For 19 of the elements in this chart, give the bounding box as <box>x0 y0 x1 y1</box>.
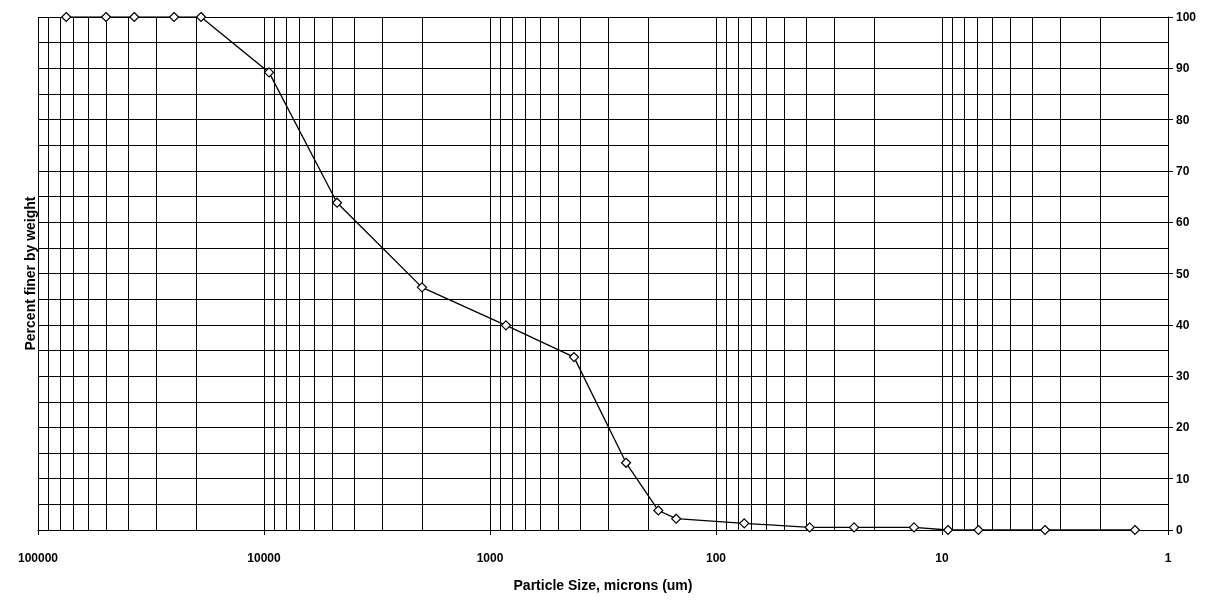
y-tick-label: 60 <box>1176 215 1190 230</box>
y-tick-label: 40 <box>1176 317 1190 332</box>
x-tick-label: 10000 <box>247 551 282 565</box>
y-tick-label: 90 <box>1176 61 1190 76</box>
y-tick-label: 50 <box>1176 266 1190 281</box>
y-tick-label: 100 <box>1176 10 1197 24</box>
y-tick-label: 20 <box>1176 420 1190 435</box>
x-tick-label: 100000 <box>17 551 59 565</box>
y-tick-label: 30 <box>1176 369 1190 384</box>
y-axis-title: Percent finer by weight <box>22 196 38 351</box>
y-tick-label: 0 <box>1176 523 1183 537</box>
x-tick-label: 100 <box>705 551 727 565</box>
x-tick-label: 10 <box>935 551 949 565</box>
y-tick-label: 80 <box>1176 112 1190 127</box>
y-tick-label: 10 <box>1176 471 1190 486</box>
x-tick-label: 1 <box>1164 551 1172 565</box>
x-tick-label: 1000 <box>476 551 504 565</box>
x-axis-title: Particle Size, microns (um) <box>513 577 693 593</box>
y-tick-label: 70 <box>1176 163 1190 178</box>
